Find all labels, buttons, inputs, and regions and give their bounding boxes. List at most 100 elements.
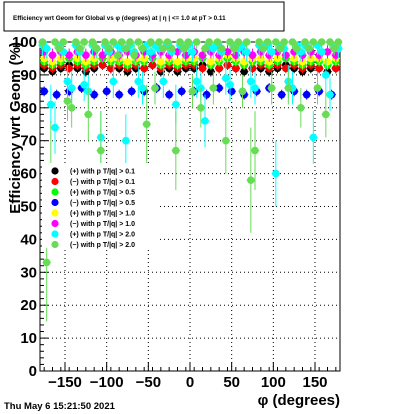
data-point	[240, 67, 248, 76]
data-point	[230, 44, 238, 53]
data-point	[176, 38, 184, 46]
data-point	[101, 38, 109, 46]
data-point	[42, 258, 51, 267]
data-point	[198, 64, 207, 73]
x-tick-label: −100	[90, 374, 124, 391]
y-tick-label: 90	[20, 67, 37, 84]
data-point	[147, 48, 155, 56]
data-point	[207, 67, 215, 76]
data-point	[332, 64, 340, 73]
y-tick-label: 10	[20, 330, 37, 347]
y-axis-title: Efficiency wrt Geom (%)	[7, 42, 24, 214]
data-point	[323, 57, 332, 66]
data-point	[165, 90, 173, 99]
x-tick-label: 100	[261, 374, 286, 391]
data-point	[201, 117, 209, 125]
data-point	[173, 48, 182, 56]
data-point	[222, 136, 230, 145]
legend-label: (+) with p T/|q| > 0.1	[70, 169, 135, 176]
x-tick-label: 50	[223, 374, 240, 391]
y-tick-label: 20	[20, 297, 37, 314]
legend-marker	[51, 209, 59, 217]
x-axis-title: φ (degrees)	[258, 392, 340, 409]
data-point	[172, 100, 180, 109]
legend-label: (−) with p T/|q| > 0.5	[70, 200, 135, 207]
data-point	[65, 51, 73, 59]
data-point	[63, 97, 72, 106]
legend-label: (−) with p T/|q| > 0.1	[70, 179, 135, 186]
data-point	[248, 51, 257, 59]
chart-title: Efficiency wrt Geom for Global vs φ (deg…	[13, 15, 226, 22]
series-8	[38, 38, 343, 322]
data-point	[323, 48, 332, 56]
x-tick-label: 0	[186, 374, 194, 391]
data-point	[80, 38, 88, 46]
data-point	[207, 57, 215, 66]
data-point	[65, 64, 73, 73]
data-point	[98, 61, 107, 69]
data-point	[205, 38, 213, 46]
data-point	[188, 87, 197, 96]
data-point	[63, 77, 72, 86]
data-point	[84, 110, 93, 119]
data-point	[142, 120, 151, 129]
data-point	[138, 44, 147, 53]
data-point	[172, 146, 180, 155]
data-point	[197, 104, 205, 112]
data-point	[98, 51, 107, 59]
data-point	[238, 87, 247, 96]
legend-box	[42, 163, 160, 248]
data-point	[240, 57, 248, 66]
y-tick-label: 80	[20, 100, 37, 117]
data-point	[276, 44, 284, 53]
legend-marker	[51, 230, 59, 238]
data-point	[297, 104, 305, 112]
data-point	[40, 87, 48, 96]
data-point	[180, 44, 188, 53]
data-point	[90, 90, 98, 99]
data-point	[140, 64, 148, 73]
data-point	[148, 61, 157, 69]
data-point	[317, 48, 326, 56]
data-point	[155, 38, 163, 46]
data-point	[251, 84, 259, 92]
y-tick-label: 0	[29, 363, 37, 380]
legend-marker	[51, 240, 59, 249]
data-point	[173, 57, 182, 66]
data-point	[259, 44, 268, 53]
y-tick-label: 50	[20, 199, 37, 216]
data-point	[59, 38, 68, 46]
data-point	[82, 51, 90, 59]
data-point	[334, 38, 343, 46]
data-point	[72, 38, 80, 46]
data-point	[192, 38, 201, 46]
data-point	[247, 176, 255, 184]
legend-marker	[51, 167, 59, 175]
data-point	[55, 44, 63, 53]
data-point	[138, 84, 147, 92]
y-tick-label: 40	[20, 231, 37, 248]
data-point	[38, 38, 47, 46]
data-point	[322, 71, 330, 79]
data-point	[159, 44, 168, 53]
data-point	[134, 38, 143, 46]
data-point	[322, 110, 330, 119]
data-point	[288, 38, 297, 46]
data-point	[88, 38, 97, 46]
data-point	[51, 123, 59, 132]
data-point	[109, 77, 118, 86]
data-point	[157, 57, 165, 66]
data-point	[184, 38, 193, 46]
data-point	[115, 90, 123, 99]
data-point	[177, 87, 186, 96]
data-point	[272, 38, 280, 46]
footer-timestamp: Thu May 6 15:21:50 2021	[4, 401, 116, 412]
data-point	[201, 44, 209, 53]
data-point	[213, 38, 222, 46]
legend-marker	[51, 188, 59, 196]
y-tick-label: 30	[20, 264, 37, 281]
data-point	[315, 64, 323, 73]
data-point	[223, 48, 232, 56]
data-point	[134, 77, 143, 86]
legend-marker	[51, 177, 59, 186]
